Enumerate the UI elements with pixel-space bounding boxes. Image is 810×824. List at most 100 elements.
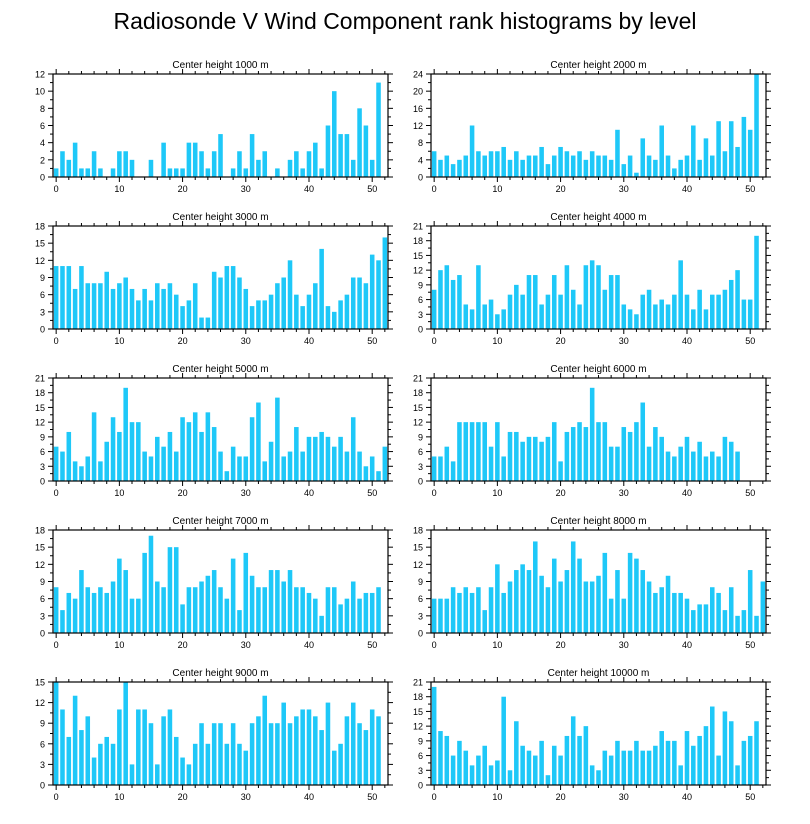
bar — [482, 155, 488, 177]
bar — [161, 716, 166, 785]
bar — [319, 248, 324, 329]
x-tick-label: 0 — [54, 184, 59, 194]
bar — [72, 695, 78, 785]
y-tick-label: 0 — [40, 477, 45, 487]
bar — [306, 294, 312, 329]
bar — [249, 575, 255, 633]
y-tick-label: 12 — [35, 418, 45, 428]
x-tick-label: 40 — [304, 792, 314, 802]
bar — [589, 151, 595, 177]
bar — [275, 397, 280, 481]
bar — [691, 610, 696, 633]
bar — [129, 422, 135, 481]
bar — [646, 750, 652, 785]
bar — [539, 575, 544, 633]
bar — [482, 422, 488, 481]
bar — [640, 138, 646, 177]
x-tick-label: 30 — [619, 184, 629, 194]
y-tick-label: 0 — [40, 325, 45, 335]
bar — [577, 304, 582, 329]
bar — [142, 288, 147, 329]
bar — [684, 294, 690, 329]
bar — [180, 604, 185, 633]
bar — [331, 446, 337, 481]
bar — [722, 151, 728, 177]
bar — [262, 461, 268, 481]
bar — [237, 151, 242, 177]
bar — [104, 441, 110, 481]
bar — [161, 142, 166, 177]
bar — [570, 155, 576, 177]
bar — [313, 283, 318, 329]
bar — [300, 168, 305, 177]
panel-title: Center height 8000 m — [550, 516, 646, 527]
bar — [640, 402, 646, 481]
bar — [192, 142, 198, 177]
bar — [325, 587, 331, 633]
bar — [526, 275, 532, 329]
bar — [476, 755, 481, 785]
bar — [482, 745, 488, 785]
bar — [129, 159, 135, 177]
x-tick-label: 40 — [304, 336, 314, 346]
x-tick-label: 20 — [556, 640, 566, 650]
bar — [192, 587, 198, 633]
bar — [678, 446, 683, 481]
bar — [564, 431, 570, 481]
bar — [615, 570, 620, 633]
bar — [709, 587, 715, 633]
y-tick-label: 6 — [40, 121, 45, 131]
bar — [716, 294, 721, 329]
bar — [243, 552, 249, 633]
y-tick-label: 15 — [35, 678, 45, 688]
x-tick-label: 0 — [432, 792, 437, 802]
bar — [463, 422, 469, 481]
bar — [501, 146, 506, 177]
bar — [608, 275, 614, 329]
x-tick-label: 50 — [367, 488, 377, 498]
y-tick-label: 15 — [35, 239, 45, 249]
bar — [539, 304, 544, 329]
bar — [665, 740, 671, 785]
bar — [281, 456, 286, 481]
bar — [691, 309, 696, 329]
bar — [646, 289, 652, 329]
bar — [558, 461, 563, 481]
bar — [294, 587, 299, 633]
bar — [444, 598, 450, 633]
bar — [129, 764, 135, 785]
bar — [741, 299, 747, 329]
x-tick-label: 10 — [114, 640, 124, 650]
bar — [564, 265, 570, 329]
y-tick-label: 3 — [40, 462, 45, 472]
bar — [583, 726, 589, 785]
bar — [602, 750, 608, 785]
y-tick-label: 15 — [413, 251, 423, 261]
bar — [627, 552, 633, 633]
bar — [281, 581, 286, 633]
bar — [136, 709, 141, 785]
bar — [533, 436, 538, 481]
panel-title: Center height 9000 m — [172, 668, 268, 679]
bar — [659, 299, 664, 329]
bar — [142, 552, 147, 633]
bar — [596, 575, 601, 633]
bar — [186, 587, 192, 633]
bar — [344, 716, 350, 785]
bar — [697, 159, 702, 177]
bar — [110, 743, 116, 785]
bar — [589, 581, 595, 633]
x-tick-label: 40 — [304, 640, 314, 650]
bar — [211, 723, 217, 785]
bar — [98, 461, 103, 481]
bar — [564, 151, 570, 177]
bar — [369, 592, 375, 633]
bar — [608, 446, 614, 481]
bar — [735, 765, 740, 785]
bar — [148, 535, 154, 633]
y-tick-label: 9 — [418, 577, 423, 587]
y-tick-label: 21 — [413, 374, 423, 384]
bar — [545, 775, 551, 785]
bar — [545, 294, 551, 329]
